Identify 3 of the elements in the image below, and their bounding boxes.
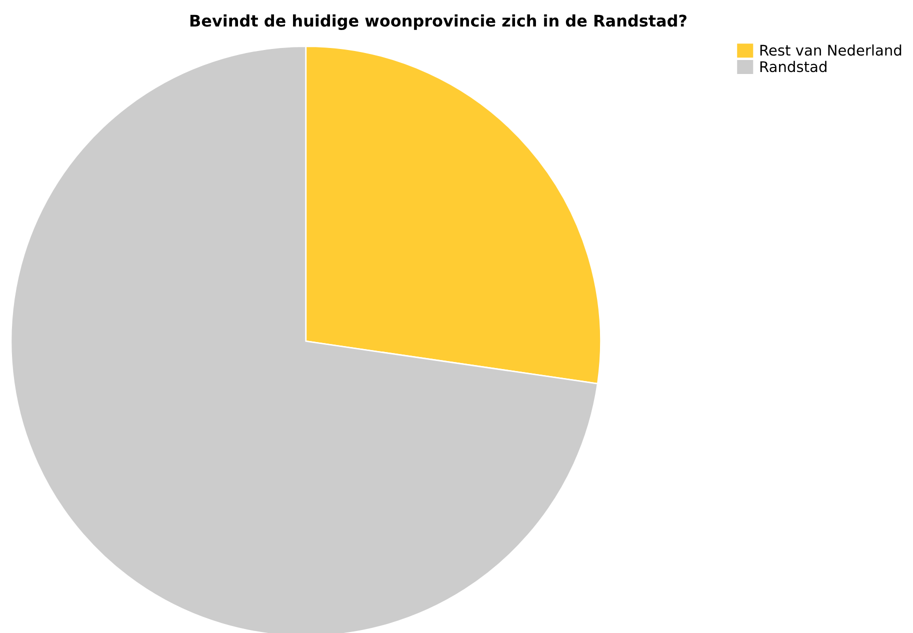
chart-title: Bevindt de huidige woonprovincie zich in de Randstad?: [190, 14, 686, 30]
legend-label: Rest van Nederland: [760, 44, 902, 56]
legend-label: Randstad: [760, 60, 826, 72]
